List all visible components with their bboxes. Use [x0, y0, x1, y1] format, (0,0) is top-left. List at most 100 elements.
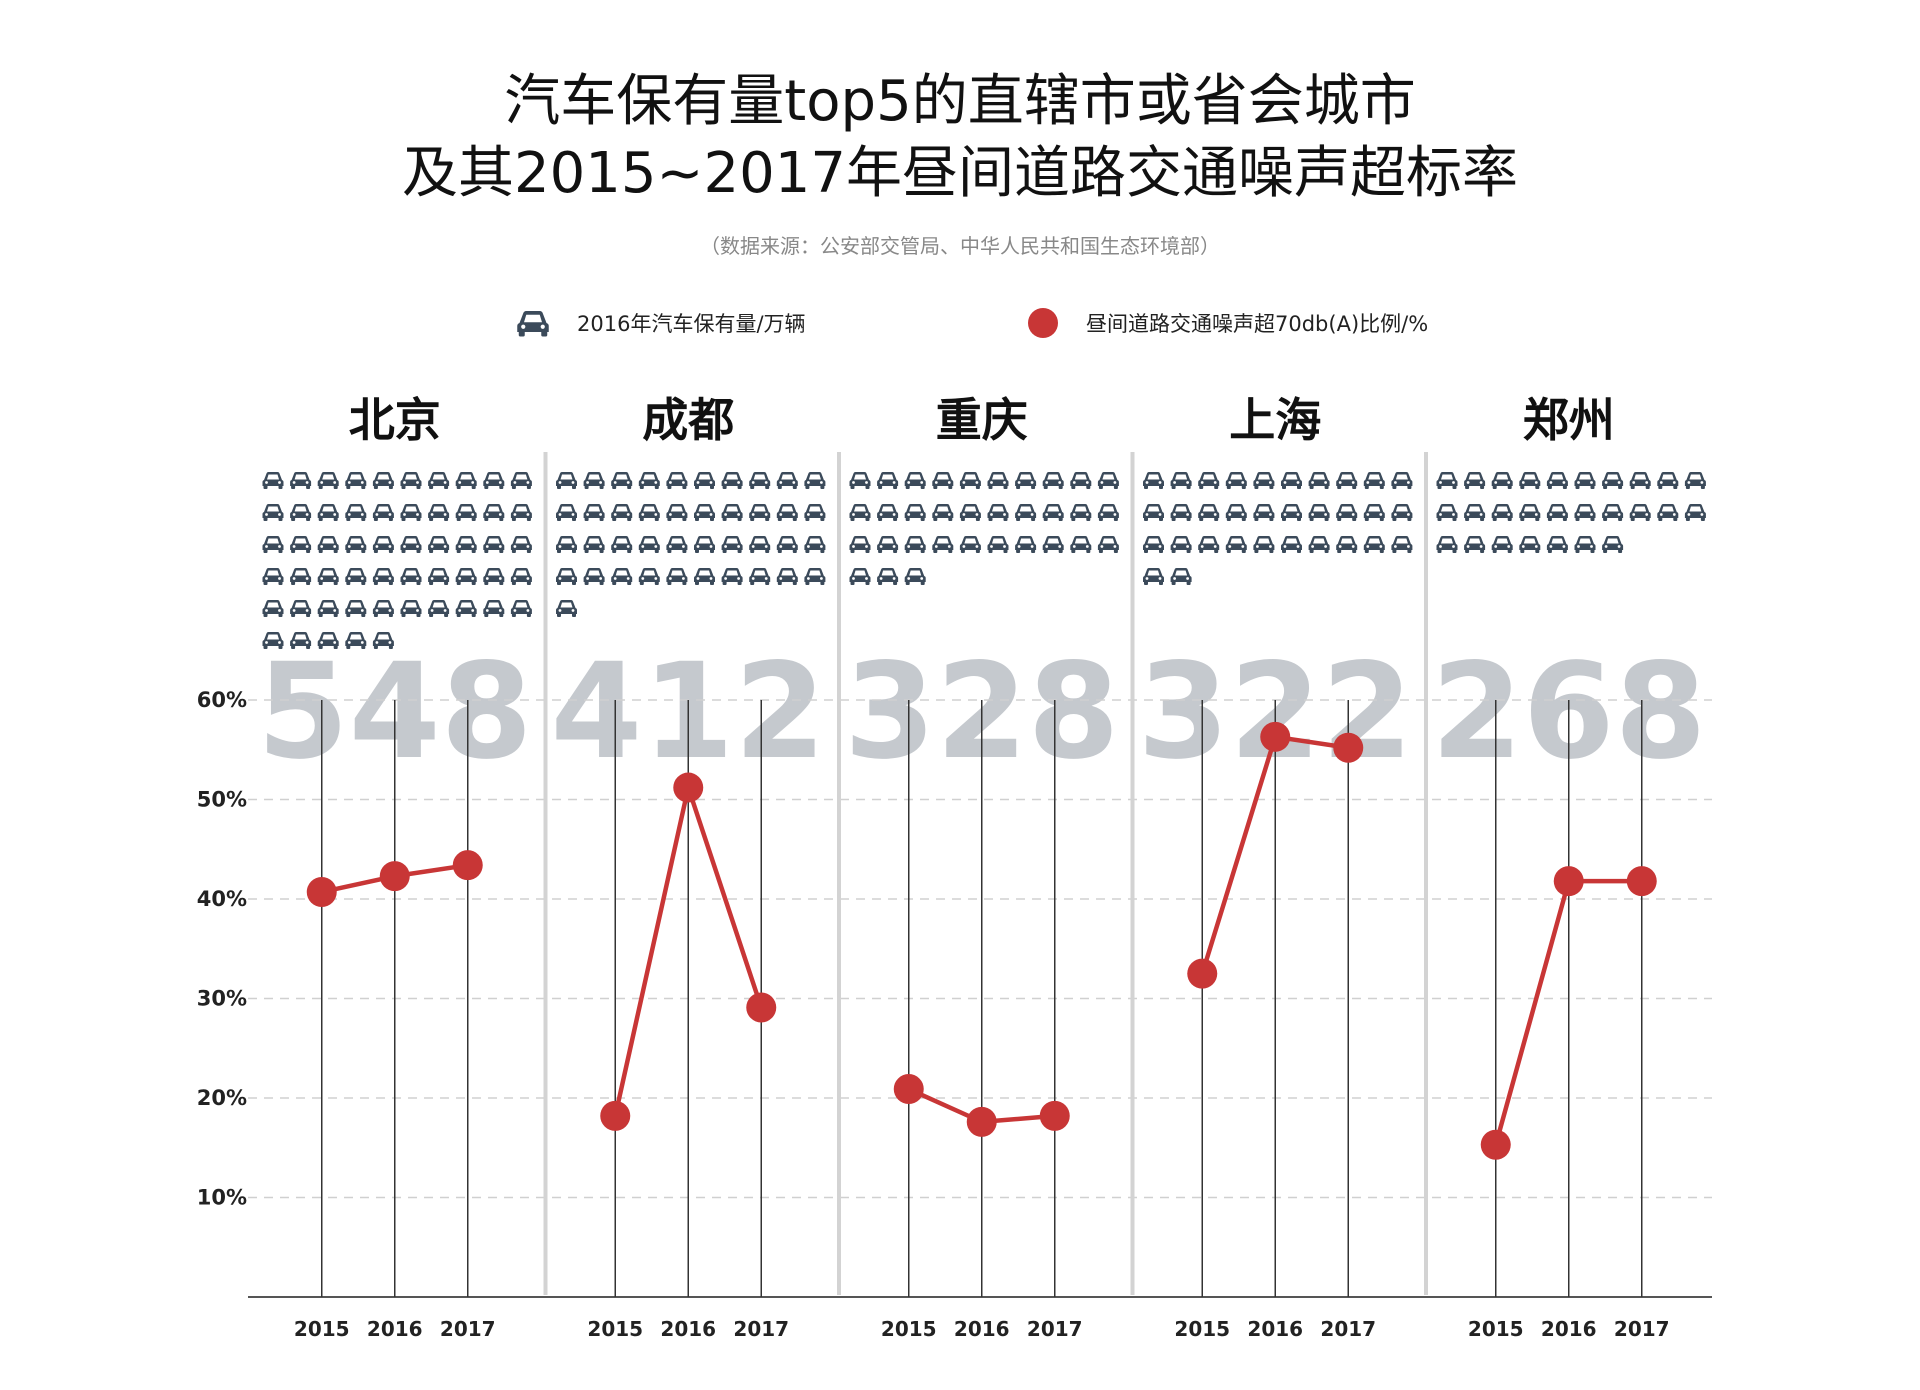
car-icon [583, 472, 605, 489]
car-icon [666, 472, 688, 489]
x-tick-label: 2016 [1247, 1317, 1303, 1341]
data-point [1553, 866, 1584, 897]
legend-noise-label: 昼间道路交通噪声超70db(A)比例/% [1086, 312, 1429, 336]
car-icon [987, 536, 1009, 553]
car-icon [1042, 536, 1064, 553]
car-icon [1436, 472, 1458, 489]
car-icon [1464, 536, 1486, 553]
car-icon [583, 536, 605, 553]
car-icon [1070, 472, 1092, 489]
car-icon [1225, 536, 1247, 553]
car-icon [877, 504, 899, 521]
car-icon [510, 472, 532, 489]
city-name: 郑州 [1523, 393, 1615, 447]
x-tick-label: 2016 [660, 1317, 716, 1341]
car-icon [345, 504, 367, 521]
car-icon [877, 568, 899, 585]
car-icon [776, 504, 798, 521]
car-icon [1308, 472, 1330, 489]
car-icon [1042, 472, 1064, 489]
car-icon [749, 568, 771, 585]
car-icon [428, 504, 450, 521]
data-point [1480, 1129, 1511, 1160]
car-icon [455, 536, 477, 553]
car-icon [556, 472, 577, 489]
data-point [1260, 721, 1291, 752]
car-icon [849, 536, 871, 553]
x-tick-label: 2015 [587, 1317, 643, 1341]
car-icon [290, 504, 312, 521]
car-icon [1363, 472, 1385, 489]
car-icon [483, 472, 505, 489]
x-tick-label: 2016 [1541, 1317, 1597, 1341]
car-icon [1363, 536, 1385, 553]
x-tick-label: 2016 [954, 1317, 1010, 1341]
car-icon [1491, 504, 1513, 521]
car-icon [428, 600, 450, 617]
car-icon [932, 536, 954, 553]
car-icon [1629, 504, 1651, 521]
car-icon [510, 536, 532, 553]
car-icon [483, 600, 505, 617]
car-icon [483, 536, 505, 553]
car-icon [1546, 504, 1568, 521]
car-icon [290, 600, 312, 617]
car-icon [1684, 472, 1706, 489]
data-point [1187, 958, 1218, 989]
car-icon [804, 536, 826, 553]
car-icon [749, 472, 771, 489]
car-icon [721, 568, 743, 585]
car-icon [694, 504, 715, 521]
car-icon [345, 600, 367, 617]
car-icon [749, 536, 771, 553]
car-icon [400, 504, 422, 521]
car-icon [849, 472, 871, 489]
car-icon [638, 472, 660, 489]
y-tick-label: 40% [197, 887, 247, 911]
car-icon [638, 536, 660, 553]
car-icon [721, 504, 743, 521]
car-icon [428, 536, 450, 553]
car-icon [1391, 504, 1413, 521]
car-icon [1574, 536, 1596, 553]
car-icon [1491, 536, 1513, 553]
x-tick-label: 2015 [294, 1317, 350, 1341]
car-icon [987, 472, 1009, 489]
car-icon [400, 536, 422, 553]
car-icon [904, 504, 926, 521]
car-icon [721, 472, 743, 489]
car-icon [1519, 536, 1541, 553]
car-icon [666, 536, 688, 553]
car-icon [290, 472, 312, 489]
car-icon [583, 504, 605, 521]
car-icon [510, 568, 532, 585]
car-icon [1143, 568, 1164, 585]
car-icon [1070, 504, 1092, 521]
car-icon [483, 568, 505, 585]
data-source-note: （数据来源：公安部交管局、中华人民共和国生态环境部） [700, 234, 1220, 258]
x-tick-label: 2017 [1320, 1317, 1376, 1341]
car-icon [372, 600, 394, 617]
car-icon [959, 472, 981, 489]
car-icon [1546, 472, 1568, 489]
car-icon [1170, 472, 1192, 489]
car-icon [804, 472, 826, 489]
car-icon [1391, 536, 1413, 553]
y-tick-label: 30% [197, 987, 247, 1011]
car-icon [904, 568, 926, 585]
car-icon [804, 504, 826, 521]
car-icon [455, 472, 477, 489]
car-icon [932, 504, 954, 521]
car-icon [262, 504, 284, 521]
y-tick-label: 10% [197, 1186, 247, 1210]
car-icon [372, 504, 394, 521]
car-icon [1436, 504, 1458, 521]
car-icon [317, 568, 339, 585]
car-icon [1198, 536, 1220, 553]
car-icon [1015, 472, 1037, 489]
car-icon [510, 504, 532, 521]
x-tick-label: 2017 [440, 1317, 496, 1341]
car-icon [1015, 504, 1037, 521]
car-icon [1464, 472, 1486, 489]
car-icon [1336, 536, 1358, 553]
